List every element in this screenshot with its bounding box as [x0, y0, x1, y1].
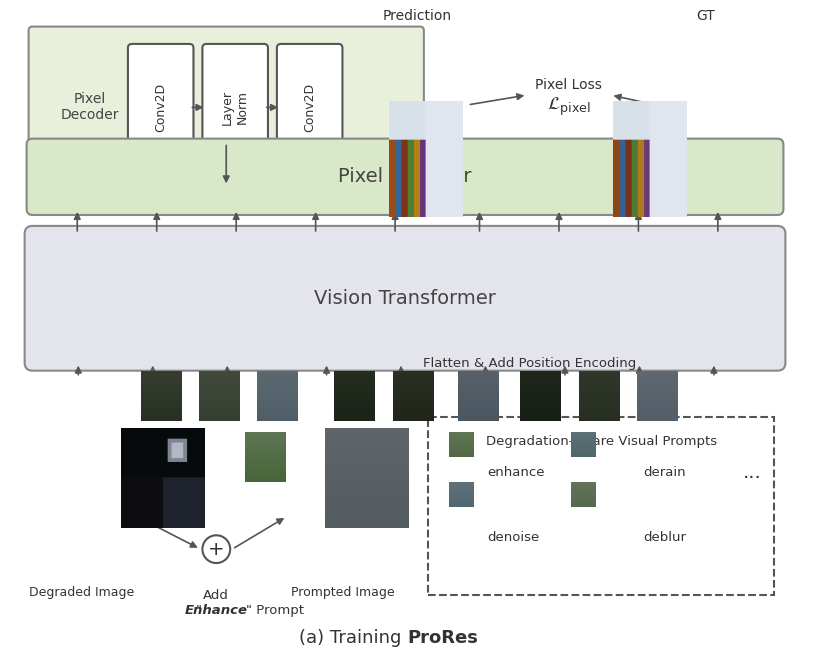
Text: (a) Training: (a) Training	[299, 629, 407, 647]
Text: deblur: deblur	[643, 531, 686, 544]
Text: derain: derain	[643, 466, 686, 479]
Text: Flatten & Add Position Encoding: Flatten & Add Position Encoding	[422, 357, 636, 370]
Circle shape	[202, 535, 230, 563]
FancyBboxPatch shape	[27, 139, 783, 215]
Text: Vision Transformer: Vision Transformer	[314, 289, 496, 308]
Text: $\mathcal{L}_{\mathrm{pixel}}$: $\mathcal{L}_{\mathrm{pixel}}$	[547, 95, 591, 118]
Text: +: +	[208, 540, 225, 559]
FancyBboxPatch shape	[128, 44, 193, 171]
Text: Pixel
Decoder: Pixel Decoder	[61, 92, 120, 123]
Text: ProRes: ProRes	[407, 629, 478, 647]
Text: Pixel Decoder: Pixel Decoder	[338, 167, 472, 186]
Text: Conv2D: Conv2D	[154, 83, 167, 132]
Text: Degraded Image: Degraded Image	[29, 586, 134, 599]
FancyBboxPatch shape	[428, 417, 774, 595]
Text: Prompted Image: Prompted Image	[291, 586, 394, 599]
Text: Degradation-aware Visual Prompts: Degradation-aware Visual Prompts	[486, 435, 716, 448]
Text: GT: GT	[696, 9, 715, 23]
Text: enhance: enhance	[487, 466, 545, 479]
FancyBboxPatch shape	[202, 44, 268, 171]
Text: Enhance: Enhance	[185, 604, 248, 617]
FancyBboxPatch shape	[29, 27, 424, 188]
FancyBboxPatch shape	[277, 44, 342, 171]
FancyBboxPatch shape	[24, 226, 786, 371]
Text: " Prompt: " Prompt	[246, 604, 304, 617]
Text: ": "	[196, 604, 201, 617]
Text: Layer
Norm: Layer Norm	[221, 90, 249, 125]
Text: Add: Add	[204, 589, 229, 602]
Text: Conv2D: Conv2D	[303, 83, 316, 132]
Text: denoise: denoise	[487, 531, 540, 544]
Text: ...: ...	[743, 463, 762, 482]
Text: Pixel Loss: Pixel Loss	[535, 78, 602, 92]
Text: Prediction: Prediction	[383, 9, 452, 23]
